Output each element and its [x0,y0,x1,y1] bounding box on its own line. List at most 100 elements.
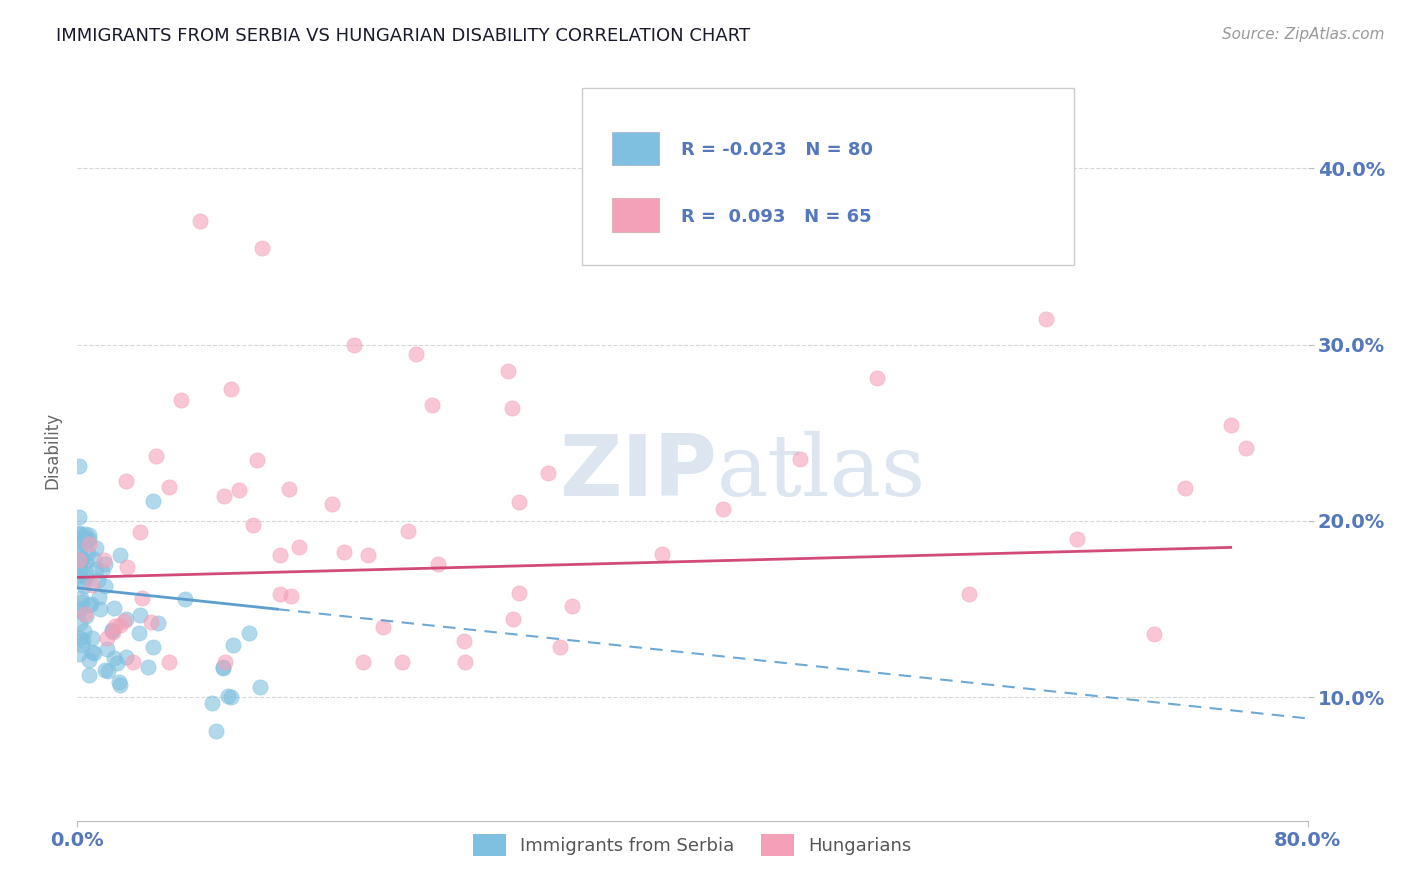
Point [80,598,103,612]
Point [112,614,135,628]
Point [70,638,93,652]
Point [453,655,475,669]
Point [1174,481,1197,495]
Point [508,494,530,508]
Point [67,458,90,473]
Point [242,517,264,532]
Point [1219,417,1241,432]
Point [373,620,395,634]
Point [105,656,128,670]
Point [129,607,152,622]
Point [280,589,302,603]
Point [67,525,90,540]
Point [129,524,152,539]
Point [321,497,343,511]
Point [142,640,165,654]
Point [77,598,100,612]
Point [277,483,299,497]
Point [560,599,582,613]
Point [70,551,93,566]
Point [548,640,571,654]
Point [157,480,180,494]
Point [69,558,91,572]
Point [217,689,239,703]
Point [122,655,145,669]
Point [453,633,475,648]
Point [73,579,96,593]
Point [142,494,165,508]
Point [77,668,100,682]
Text: ZIP: ZIP [560,431,717,514]
Point [69,632,91,646]
Text: R =  0.093   N = 65: R = 0.093 N = 65 [682,208,872,226]
Point [72,574,94,589]
Point [75,607,97,622]
Point [502,612,524,626]
Point [246,453,269,467]
Point [70,594,93,608]
Point [80,645,103,659]
Point [82,631,104,645]
Point [866,371,889,385]
Point [69,542,91,557]
Point [67,647,90,661]
Point [97,664,120,678]
Point [67,545,90,559]
Point [77,532,100,546]
Point [67,553,90,567]
Bar [613,198,659,232]
Point [212,659,235,673]
Point [101,623,124,637]
Point [222,638,245,652]
Point [101,624,124,639]
Point [96,641,118,656]
Point [250,241,273,255]
Y-axis label: Disability: Disability [44,412,62,489]
Point [67,567,90,582]
Point [77,653,100,667]
Point [69,564,91,578]
Point [89,601,111,615]
Point [219,690,242,704]
Point [173,592,195,607]
Point [212,489,235,503]
Point [67,532,90,546]
Point [77,545,100,559]
Point [70,551,93,566]
Point [651,547,673,561]
Point [1066,532,1088,546]
Point [77,528,100,542]
Point [75,570,97,584]
Point [356,549,378,563]
Point [86,573,108,587]
Point [67,509,90,524]
Point [67,602,90,616]
Point [103,651,125,665]
Point [75,566,97,580]
Point [128,626,150,640]
Point [70,535,93,549]
Point [67,604,90,618]
Point [148,616,170,631]
Point [110,548,132,562]
Point [70,591,93,605]
Point [214,655,236,669]
Point [287,540,309,554]
Point [343,337,366,351]
Point [201,697,224,711]
Point [396,524,419,539]
Point [69,615,91,630]
Point [333,545,356,559]
Point [84,562,107,576]
Point [110,677,132,691]
Point [249,681,271,695]
Point [69,526,91,541]
Point [115,474,138,488]
Point [73,527,96,541]
Point [228,483,250,497]
Text: IMMIGRANTS FROM SERBIA VS HUNGARIAN DISABILITY CORRELATION CHART: IMMIGRANTS FROM SERBIA VS HUNGARIAN DISA… [56,27,751,45]
Text: atlas: atlas [717,431,927,515]
Point [89,590,111,604]
Point [205,723,228,738]
Point [496,364,519,378]
